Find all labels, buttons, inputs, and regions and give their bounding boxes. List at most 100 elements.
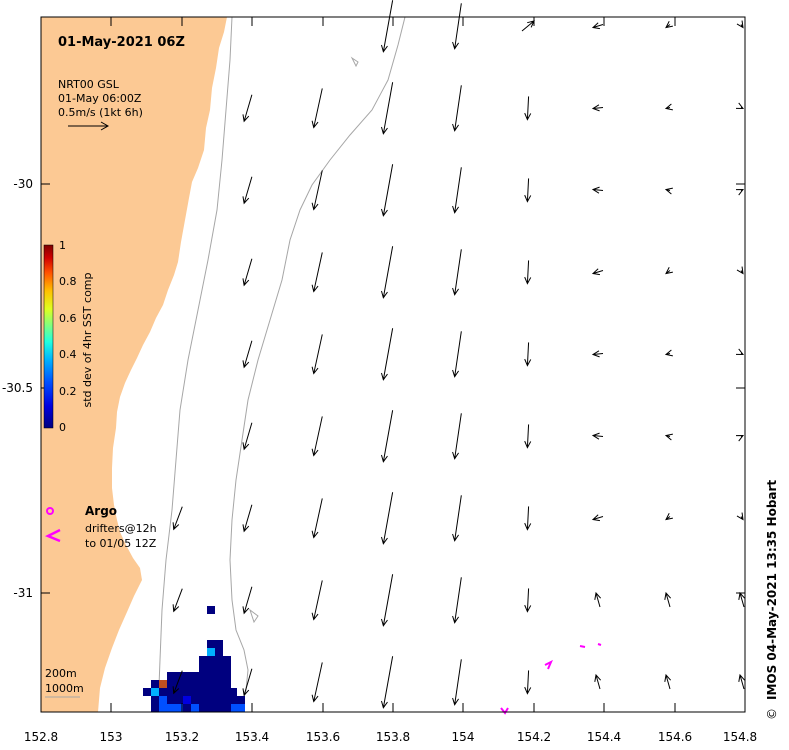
depth-200-label: 200m: [45, 667, 77, 680]
map-title: 01-May-2021 06Z: [58, 35, 185, 50]
x-tick-label: 153.2: [165, 730, 199, 744]
current-vector-arrow: [591, 350, 604, 358]
current-vector-arrow: [591, 104, 604, 112]
current-vector-arrow: [381, 656, 394, 709]
colorbar-tick-label: 0: [59, 421, 66, 434]
current-vector-arrow: [242, 258, 253, 287]
current-vector-arrow: [665, 513, 673, 521]
current-vector-arrow: [381, 246, 394, 299]
current-vector-arrow: [311, 416, 323, 457]
current-vector-arrow: [738, 591, 746, 608]
current-vector-arrow: [381, 82, 394, 135]
current-vector-arrow: [172, 588, 183, 613]
x-tick-label: 153.6: [306, 730, 340, 744]
current-vector-arrow: [591, 432, 604, 440]
copyright-icon: ©: [765, 708, 779, 720]
product-name: NRT00 GSL: [58, 78, 120, 91]
current-vector-arrow: [452, 249, 462, 296]
current-vector-arrow: [311, 662, 323, 703]
current-vector-arrow: [738, 673, 746, 690]
current-vector-arrow: [452, 495, 462, 542]
colorbar-label: std dev of 4hr SST comp: [81, 272, 94, 407]
colorbar-ticks: 0 0.2 0.4 0.6 0.8 1: [59, 239, 77, 434]
current-vector-arrow: [524, 96, 532, 121]
x-tick-label: 154.4: [587, 730, 621, 744]
x-tick-label: 154: [452, 730, 475, 744]
current-vector-arrow: [735, 434, 745, 442]
current-vector-arrow: [665, 21, 673, 29]
product-info: NRT00 GSL 01-May 06:00Z 0.5m/s (1kt 6h): [58, 78, 143, 119]
credit-text: IMOS 04-May-2021 13:35 Hobart: [765, 480, 779, 700]
current-vector-arrow: [381, 410, 394, 463]
x-tick-label: 154.6: [658, 730, 692, 744]
current-vector-arrow: [311, 170, 323, 211]
current-vector-arrow: [665, 267, 673, 275]
x-tick-label: 154.8: [723, 730, 757, 744]
y-tick-label: -30: [13, 177, 33, 191]
current-vector-arrow: [591, 514, 604, 522]
current-vector-arrow: [664, 433, 673, 441]
isobath-seamount: [249, 56, 359, 624]
current-vector-arrow: [242, 176, 253, 205]
drifters-label: drifters@12h: [85, 522, 157, 535]
isobath-200m: [157, 16, 233, 713]
current-vector-arrow: [381, 574, 394, 627]
current-vector-arrow: [524, 424, 532, 449]
x-axis-labels: 152.8 153 153.2 153.4 153.6 153.8 154 15…: [24, 730, 757, 744]
current-vector-arrow: [242, 340, 253, 369]
current-vector-arrow: [664, 673, 672, 690]
drifter-marker-icon: [44, 528, 61, 543]
current-vector-arrow: [452, 3, 462, 50]
x-axis-ticks: [40, 17, 746, 712]
current-vector-arrow: [381, 0, 394, 53]
current-vector-arrow: [172, 506, 183, 531]
argo-marker-icon: [46, 507, 54, 515]
current-vector-arrow: [311, 580, 323, 621]
current-vector-arrow: [591, 22, 604, 30]
current-vector-arrow: [524, 178, 532, 203]
current-vector-arrow: [452, 413, 462, 460]
current-vector-arrow: [521, 20, 535, 32]
depth-1000-label: 1000m: [45, 682, 84, 695]
current-vectors: [172, 0, 746, 709]
drifter-track: [579, 645, 586, 648]
current-vector-arrow: [452, 577, 462, 624]
colorbar-tick-label: 0.6: [59, 312, 77, 325]
current-vector-arrow: [736, 266, 744, 275]
current-vector-arrow: [524, 670, 532, 695]
current-vector-arrow: [591, 186, 604, 194]
current-vector-arrow: [664, 187, 673, 195]
current-vector-arrow: [736, 512, 744, 521]
scale-arrow-icon: [68, 121, 110, 131]
colorbar-tick-label: 0.4: [59, 348, 77, 361]
current-vector-arrow: [664, 349, 673, 357]
current-vector-arrow: [242, 94, 253, 123]
current-vector-arrow: [242, 586, 253, 615]
y-tick-label: -31: [13, 586, 33, 600]
current-vector-arrow: [524, 588, 532, 613]
current-vector-arrow: [311, 334, 323, 375]
current-vector-arrow: [381, 328, 394, 381]
x-tick-label: 153.4: [235, 730, 269, 744]
current-vector-arrow: [735, 102, 745, 110]
x-tick-label: 154.2: [517, 730, 551, 744]
argo-label: Argo: [85, 504, 117, 518]
current-vector-arrow: [524, 342, 532, 367]
vector-scale-label: 0.5m/s (1kt 6h): [58, 106, 143, 119]
current-vector-arrow: [594, 591, 602, 608]
x-tick-label: 153: [100, 730, 123, 744]
current-vector-arrow: [242, 504, 253, 533]
land-mass: [41, 17, 227, 712]
drifter-track: [597, 643, 602, 646]
drifter-track: [500, 707, 509, 715]
y-axis-labels: -30 -30.5 -31: [2, 177, 33, 600]
sst-pixel-patch: [143, 606, 245, 712]
colorbar-tick-label: 0.8: [59, 275, 77, 288]
current-vector-arrow: [381, 164, 394, 217]
current-vector-arrow: [594, 673, 602, 690]
current-vector-arrow: [664, 103, 673, 111]
y-tick-label: -30.5: [2, 381, 33, 395]
current-vector-arrow: [591, 268, 604, 276]
current-vector-arrow: [381, 492, 394, 545]
